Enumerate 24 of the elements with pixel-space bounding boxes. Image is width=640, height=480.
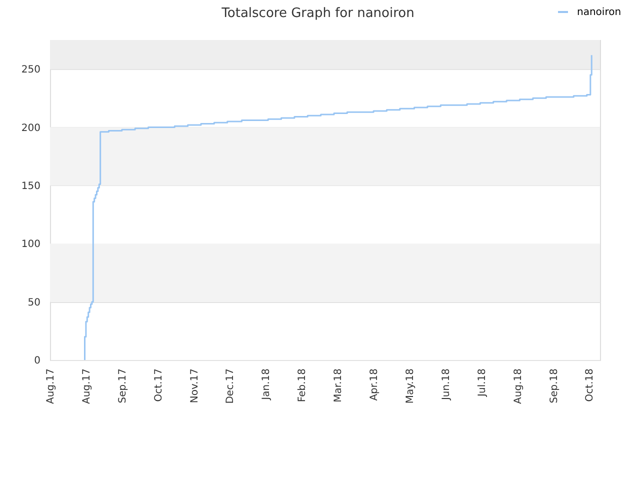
x-tick-label: Apr.18 xyxy=(369,368,380,401)
y-tick-label: 0 xyxy=(34,356,40,366)
x-tick-label: Feb.18 xyxy=(297,368,308,402)
x-tick-label: Sep.18 xyxy=(548,368,560,404)
y-tick-label: 200 xyxy=(21,122,40,134)
x-tick-label: Aug.17 xyxy=(46,368,56,404)
x-tick-label: Jun.18 xyxy=(440,368,452,402)
x-tick-label: May.18 xyxy=(404,368,416,404)
chart-title: Totalscore Graph for nanoiron xyxy=(220,6,414,21)
y-tick-label: 50 xyxy=(28,297,40,308)
x-tick-label: Oct.17 xyxy=(153,368,164,402)
y-tick-label: 100 xyxy=(21,239,40,250)
legend-label: nanoiron xyxy=(577,7,622,18)
x-tick-label: Nov.17 xyxy=(189,368,200,404)
x-tick-label: Dec.17 xyxy=(225,368,236,404)
x-tick-label: Jan.18 xyxy=(261,368,272,401)
x-tick-label: Jul.18 xyxy=(476,368,488,398)
y-tick-label: 150 xyxy=(21,180,40,192)
y-tick-label: 250 xyxy=(21,64,40,76)
x-tick-label: Aug.18 xyxy=(512,368,524,404)
x-tick-label: Aug.17 xyxy=(81,368,92,404)
x-tick-label: Oct.18 xyxy=(584,368,596,402)
x-tick-label: Mar.18 xyxy=(333,368,344,402)
x-tick-label: Sep.17 xyxy=(117,368,128,404)
